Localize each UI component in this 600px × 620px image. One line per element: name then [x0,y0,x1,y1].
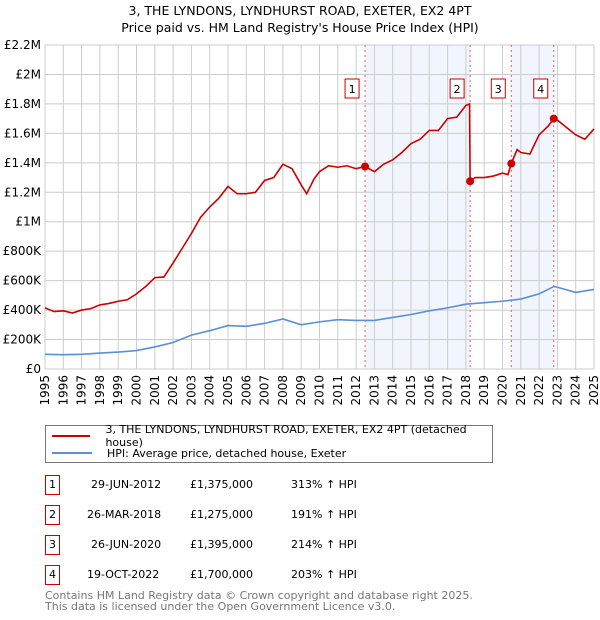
y-tick-label: £1M [15,215,41,229]
x-tick-label: 2012 [349,375,363,406]
sale-date: 29-JUN-2012 [91,478,162,491]
legend-item-hpi: HPI: Average price, detached house, Exet… [46,445,346,461]
sale-label-box [533,78,549,99]
sale-point [466,177,475,186]
sale-hpi-change: 313% ↑ HPI [291,478,357,491]
x-tick-label: 2009 [294,375,308,406]
sale-point [361,162,370,171]
x-tick-label: 2014 [386,375,400,406]
shaded-range [365,45,471,369]
sale-label: 1 [349,83,356,96]
legend-swatch-blue [52,452,92,454]
y-tick-label: £800K [3,244,43,258]
footer-line-1: Contains HM Land Registry data © Crown c… [45,589,473,602]
x-tick-label: 1999 [111,375,125,406]
sale-label-box [490,78,506,99]
hpi-line [44,285,595,356]
y-tick-label: £1.4M [4,156,41,170]
chart-subtitle: Price paid vs. HM Land Registry's House … [121,20,479,35]
x-tick-label: 2017 [441,375,455,406]
legend-label: HPI: Average price, detached house, Exet… [107,446,347,460]
sale-point [507,159,516,168]
y-tick-label: £0 [26,362,41,376]
sale-price: £1,375,000 [190,478,253,491]
sale-date: 19-OCT-2022 [87,568,160,581]
x-tick-label: 2020 [496,375,510,406]
y-tick-label: £2.2M [4,38,41,52]
sale-number: 3 [45,535,60,555]
sale-point [549,114,558,123]
sale-number: 4 [45,565,60,585]
y-tick-label: £2M [15,67,41,81]
sale-hpi-change: 191% ↑ HPI [291,508,357,521]
legend: 3, THE LYNDONS, LYNDHURST ROAD, EXETER, … [45,423,493,463]
x-tick-label: 2010 [313,375,327,406]
sale-label-box [344,78,360,99]
chart-title: 3, THE LYNDONS, LYNDHURST ROAD, EXETER, … [128,3,472,18]
x-tick-label: 2007 [258,375,272,406]
x-tick-label: 1996 [56,375,70,406]
y-tick-label: £200K [3,333,43,347]
x-tick-label: 2025 [587,375,600,406]
sale-number: 1 [45,475,60,495]
y-tick-label: £600K [3,274,43,288]
sale-label: 2 [454,83,461,96]
y-tick-label: £1.2M [4,185,41,199]
x-tick-label: 2013 [367,375,381,406]
sale-price: £1,700,000 [190,568,253,581]
legend-label: 3, THE LYNDONS, LYNDHURST ROAD, EXETER, … [105,423,467,449]
sale-label: 3 [495,83,502,96]
x-tick-label: 2016 [422,375,436,406]
x-tick-label: 1997 [75,375,89,406]
sale-price: £1,395,000 [190,538,253,551]
x-tick-label: 2011 [331,375,345,406]
x-tick-label: 2022 [532,375,546,406]
y-tick-label: £1.6M [4,126,41,140]
x-tick-label: 2023 [550,375,564,406]
x-tick-label: 2000 [130,375,144,406]
sale-date: 26-MAR-2018 [87,508,162,521]
x-tick-label: 2003 [184,375,198,406]
x-tick-label: 2008 [276,375,290,406]
y-tick-label: £1.8M [4,97,41,111]
x-tick-label: 2015 [404,375,418,406]
x-tick-label: 2021 [514,375,528,406]
sale-label-box [449,78,465,99]
sale-number: 2 [45,505,60,525]
legend-swatch-red [52,435,91,437]
sale-price: £1,275,000 [190,508,253,521]
footer-line-2: This data is licensed under the Open Gov… [45,600,396,613]
x-tick-label: 2005 [221,375,235,406]
x-tick-label: 2001 [148,375,162,406]
y-tick-label: £400K [3,303,43,317]
x-tick-label: 2002 [166,375,180,406]
x-tick-label: 2004 [203,375,217,406]
x-tick-label: 2018 [459,375,473,406]
x-tick-label: 2006 [239,375,253,406]
sale-label: 4 [537,83,544,96]
shaded-range [511,45,554,369]
sale-date: 26-JUN-2020 [91,538,162,551]
price-chart: £0 £200K £400K £600K £800K £1M £1.2M £1.4M £1.6M… [3,38,600,406]
x-tick-label: 2019 [477,375,491,406]
x-tick-label: 1998 [93,375,107,406]
sale-hpi-change: 214% ↑ HPI [291,538,357,551]
legend-item-property: 3, THE LYNDONS, LYNDHURST ROAD, EXETER, … [46,423,492,449]
x-tick-label: 1995 [38,375,52,406]
x-tick-label: 2024 [569,375,583,406]
sale-hpi-change: 203% ↑ HPI [291,568,357,581]
